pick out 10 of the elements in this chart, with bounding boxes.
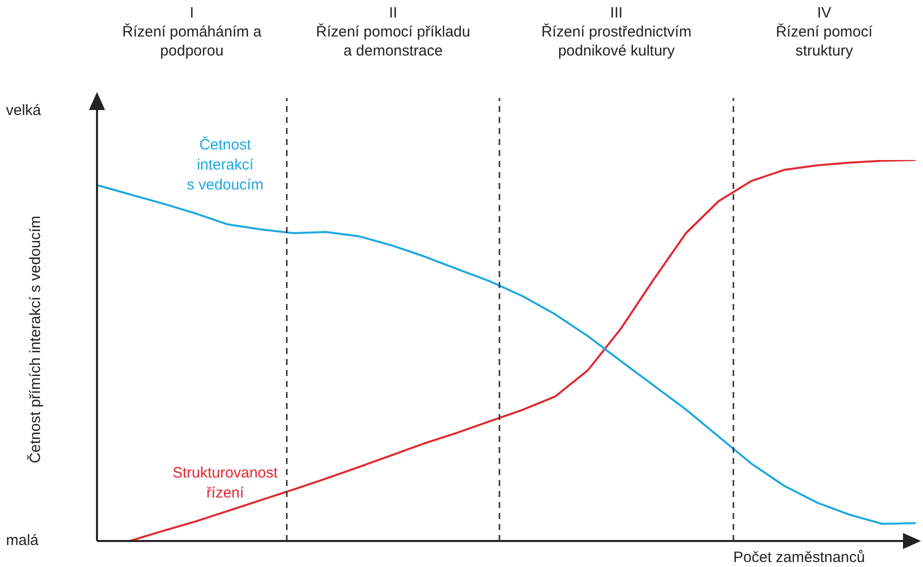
text: I Řízení pomáháním a podporou xyxy=(122,4,262,60)
text: velká xyxy=(6,102,42,120)
series-label: Strukturovanost řízení xyxy=(172,464,279,502)
text: II Řízení pomocí příkladu a demonstrace xyxy=(316,4,470,60)
text: malá xyxy=(6,532,40,550)
x-axis-title: Počet zaměstnanců xyxy=(733,549,865,566)
y-axis-title: Četnost přímích interakcí s vedoucím xyxy=(26,216,44,464)
text: IV Řízení pomocí struktury xyxy=(776,4,874,60)
series-label: Četnost interakcí s vedoucím xyxy=(186,135,264,194)
text: III Řízení prostřednictvím podnikové kultury xyxy=(541,4,692,60)
